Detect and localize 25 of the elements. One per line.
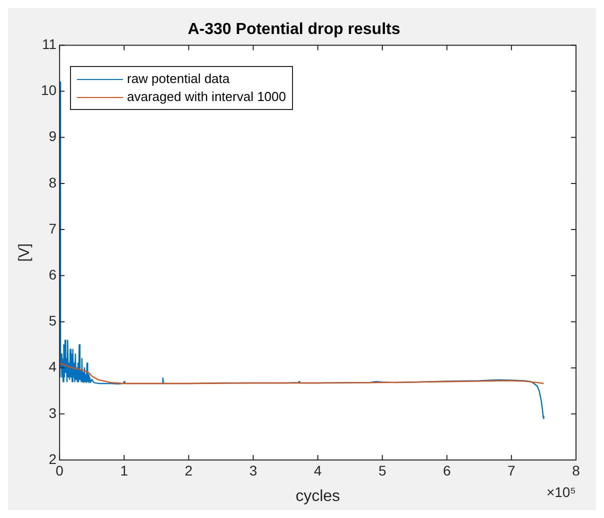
y-tick-label: 7: [48, 220, 57, 236]
x-tick-label: 1: [120, 462, 128, 478]
x-tick-label: 2: [184, 462, 193, 478]
y-tick-label: 5: [48, 312, 57, 329]
x-tick-label: 0: [56, 462, 64, 478]
x-tick-label: 5: [378, 462, 386, 478]
y-tick-label: 10: [40, 82, 57, 98]
x-axis-title: cycles: [296, 488, 340, 505]
x-tick-label: 4: [314, 462, 322, 478]
y-axis-title: [V]: [16, 243, 34, 262]
y-tick-label: 11: [42, 36, 57, 52]
legend-label: avaraged with interval 1000: [127, 88, 286, 106]
chart-title: A-330 Potential drop results: [188, 21, 400, 38]
y-tick-label: 8: [48, 174, 57, 190]
x-tick-label: 8: [572, 462, 580, 478]
text: ×10⁵: [546, 484, 576, 500]
y-tick-label: 4: [48, 358, 57, 375]
y-tick-label: 9: [48, 128, 57, 144]
y-tick-label: 6: [48, 266, 57, 283]
legend-label: raw potential data: [127, 70, 230, 88]
x-tick-label: 6: [442, 462, 451, 478]
y-tick-label: 3: [48, 404, 57, 421]
x-tick-label: 7: [508, 462, 516, 478]
y-tick-label: 2: [48, 450, 57, 467]
x-tick-label: 3: [249, 462, 258, 478]
